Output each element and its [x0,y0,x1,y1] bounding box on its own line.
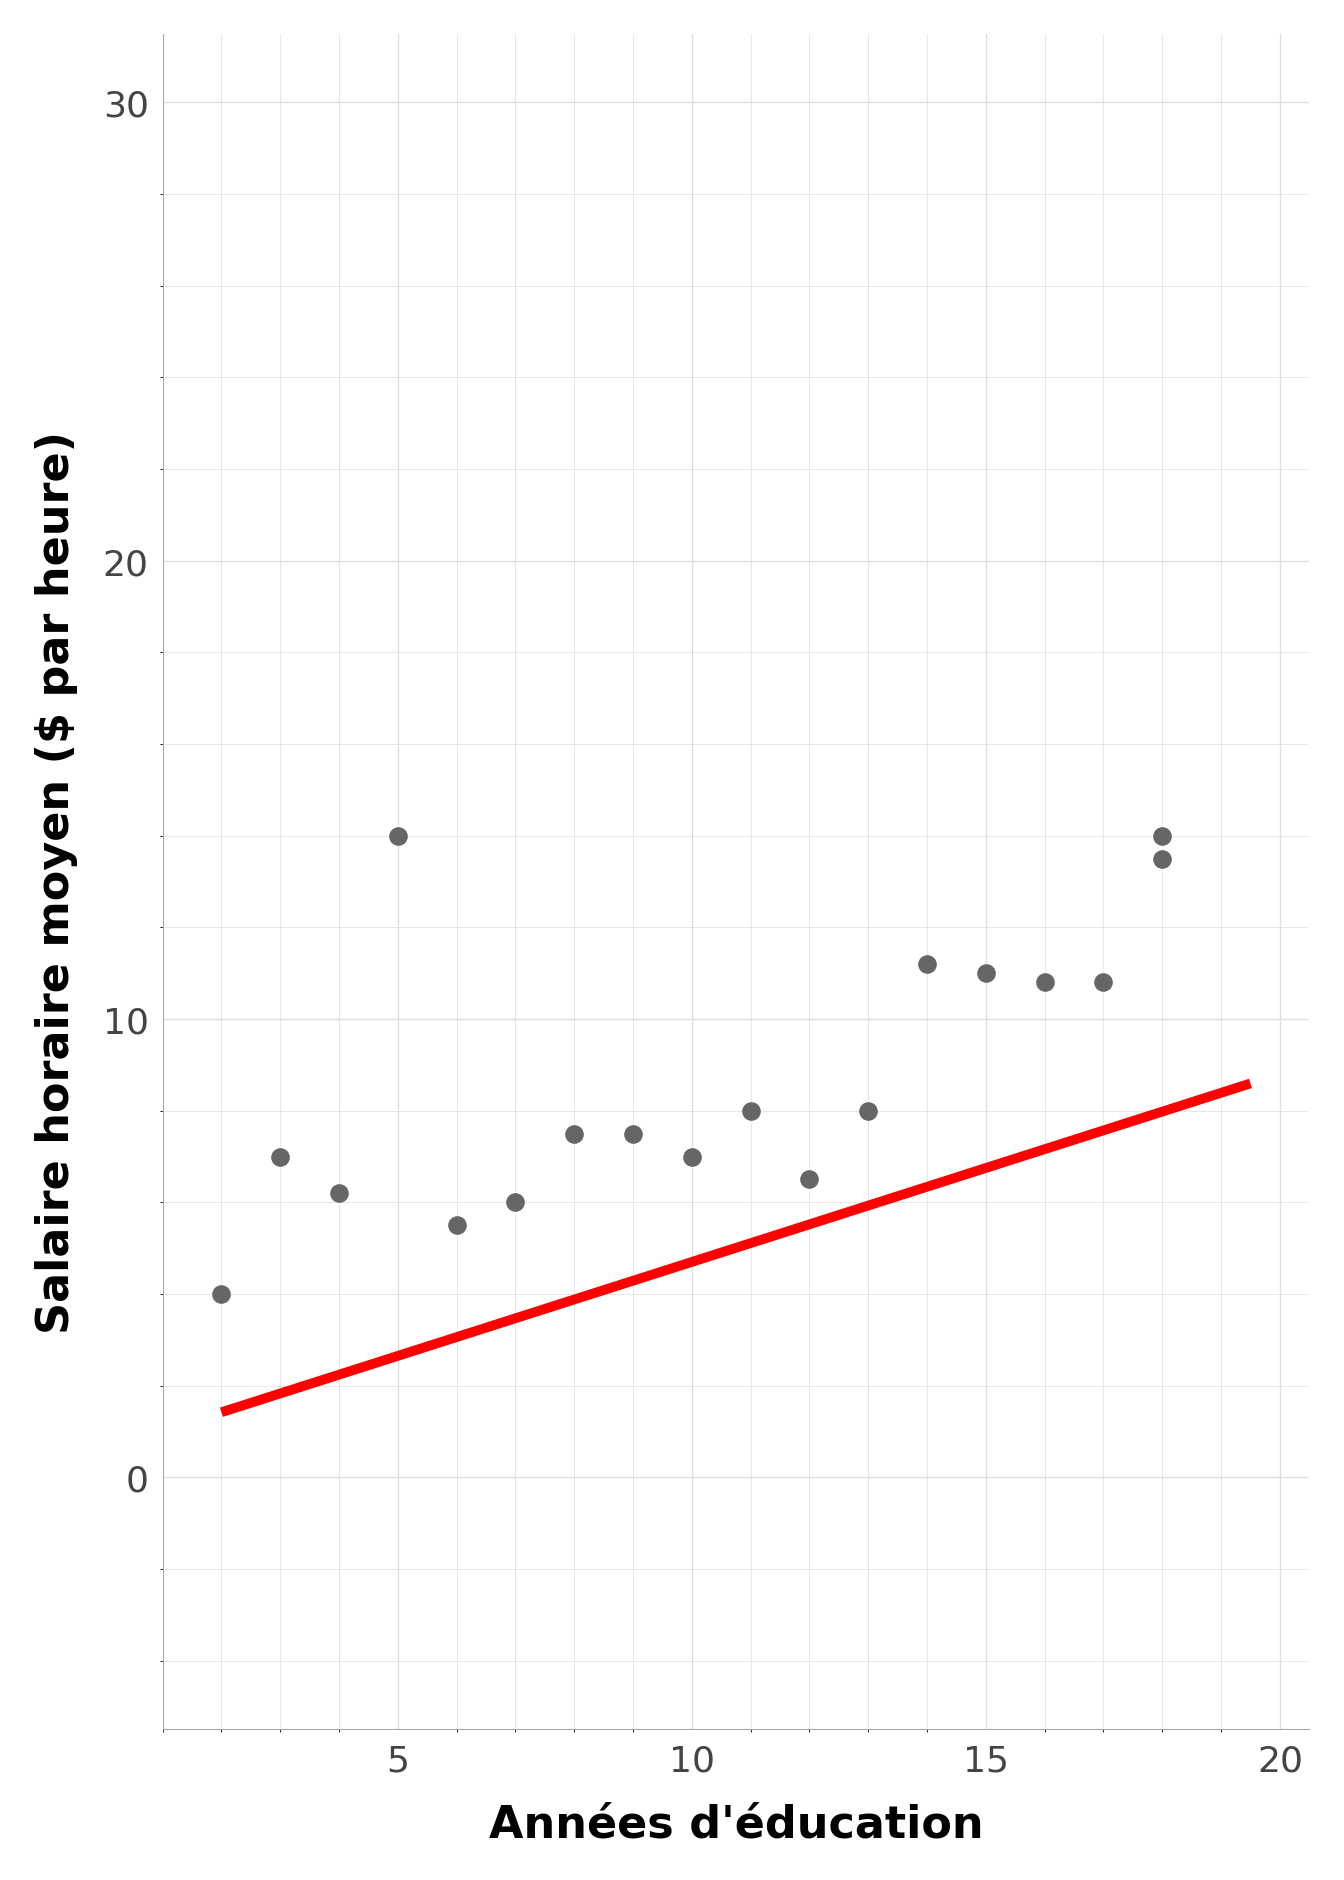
Y-axis label: Salaire horaire moyen ($ par heure): Salaire horaire moyen ($ par heure) [35,431,78,1333]
Point [1034,968,1055,998]
Point [505,1188,527,1218]
Point [681,1141,703,1171]
Point [446,1211,468,1241]
Point [976,959,997,989]
Point [741,1096,762,1126]
Point [328,1179,349,1209]
X-axis label: Années d'éducation: Années d'éducation [489,1803,984,1846]
Point [1152,844,1173,874]
Point [917,949,938,979]
Point [211,1278,233,1308]
Point [857,1096,879,1126]
Point [269,1141,290,1171]
Point [1152,822,1173,852]
Point [563,1119,585,1149]
Point [798,1166,820,1196]
Point [387,822,409,852]
Point [622,1119,644,1149]
Point [1093,968,1114,998]
